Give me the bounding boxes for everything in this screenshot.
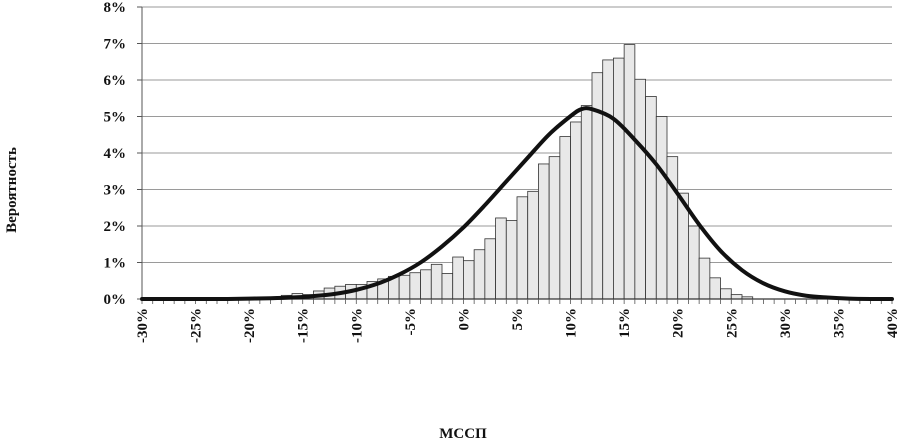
histogram-bar [495,217,507,300]
y-axis-label: Вероятность [4,147,20,233]
histogram-bar [516,196,529,300]
histogram-bar [398,274,411,300]
histogram-bar [730,294,743,300]
histogram-bar [655,116,668,300]
histogram-bar [688,225,700,300]
histogram-bar [602,59,614,300]
histogram-bar [441,273,454,300]
x-tick-label: 10% [564,308,580,338]
histogram-bar [645,96,657,300]
y-tick-label: 0% [104,292,127,308]
x-tick-label: 35% [831,308,847,338]
histogram-bars [270,44,754,300]
histogram-bar [580,105,593,300]
x-tick-label: -10% [349,308,365,343]
histogram-bar [527,190,539,300]
histogram-bar [548,156,561,300]
histogram-bar [452,256,464,300]
histogram-bar [420,269,432,300]
axes [137,6,893,304]
fitted-curve [140,106,894,302]
histogram-bar [623,44,636,300]
y-tick-label: 8% [104,0,127,16]
y-tick-labels: 0% 1% 2% 3% 4% 5% 6% 7% 8% [104,0,127,308]
x-tick-label: -25% [189,308,205,343]
y-tick-label: 2% [104,219,127,235]
y-tick-label: 6% [104,73,127,89]
x-tick-label: -30% [135,308,151,343]
y-tick-label: 3% [104,183,127,199]
x-tick-label: 0% [456,308,472,331]
histogram-bar [559,136,571,300]
x-tick-label: -20% [242,308,258,343]
x-tick-label: 20% [671,308,687,338]
x-axis-label: МССП [439,426,487,442]
histogram-bar [473,249,486,300]
histogram-bar [484,238,496,300]
y-tick-label: 4% [104,146,127,162]
x-tick-label: 30% [778,308,794,338]
x-tick-label: 40% [885,308,901,338]
histogram-bar [409,272,421,300]
y-tick-label: 1% [104,256,127,272]
x-tick-labels: -30% -25% -20% -15% -10% -5% 0% 5% 10% 15% 20% 25% 3… [135,308,901,343]
x-tick-label: -15% [296,308,312,343]
x-tick-label: 15% [617,308,633,338]
x-tick-label: 25% [724,308,740,338]
histogram-bar [505,220,518,300]
histogram-bar [591,72,604,300]
histogram-bar [613,57,625,300]
x-tick-label: 5% [510,308,526,331]
fitted-curve-line [140,106,894,302]
histogram-bar [720,288,732,300]
histogram-bar [698,257,711,300]
histogram-bar [538,163,550,300]
histogram-bar [570,121,582,300]
histogram-bar [463,260,475,300]
histogram-bar [709,277,721,300]
gridlines [142,6,892,263]
histogram-bar [634,78,646,300]
y-tick-label: 7% [104,37,127,53]
x-tick-label: -5% [403,308,419,336]
y-tick-label: 5% [104,110,127,126]
histogram-bar [430,263,443,300]
